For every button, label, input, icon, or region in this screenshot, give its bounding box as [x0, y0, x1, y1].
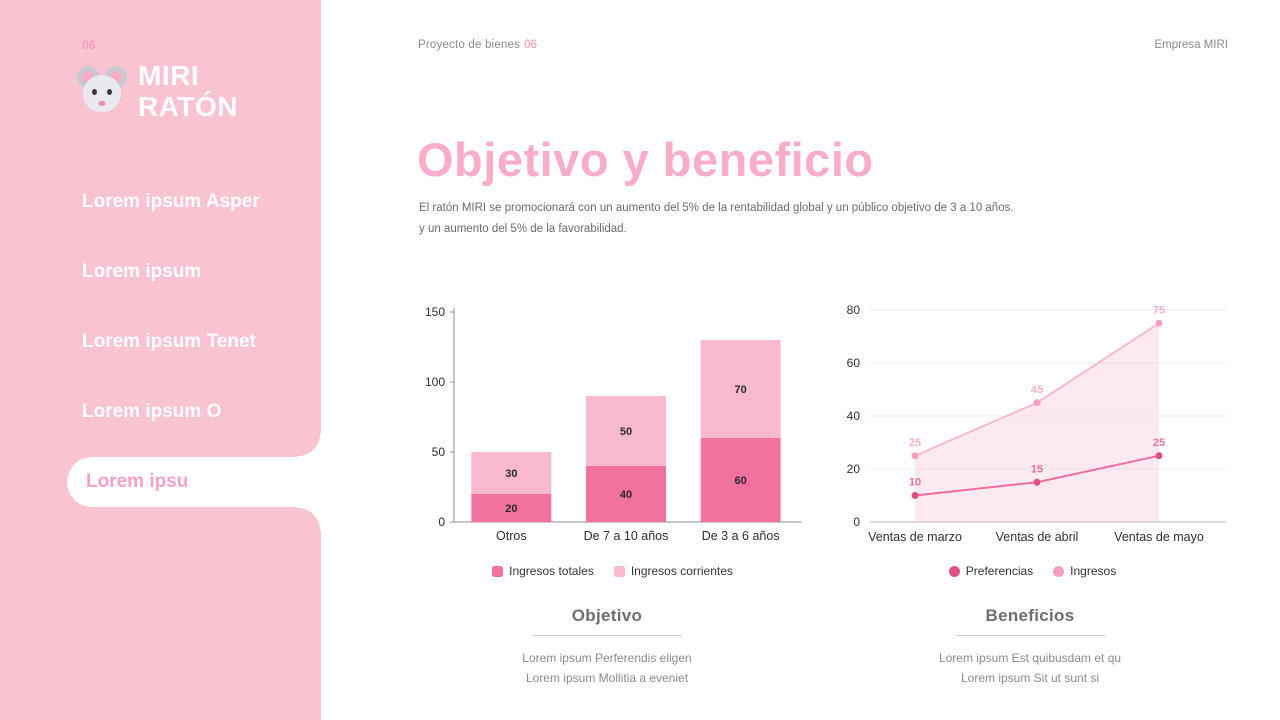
section-body: Lorem ipsum Est quibusdam et qu Lorem ip…: [835, 649, 1225, 689]
data-point: [911, 492, 919, 499]
y-tick-label: 40: [847, 409, 861, 423]
legend-item: Ingresos corrientes: [613, 564, 733, 578]
data-point: [1033, 399, 1041, 407]
y-tick-label: 0: [853, 515, 860, 529]
legend-item: Ingresos: [1053, 564, 1116, 578]
mouse-logo-icon: [76, 66, 128, 116]
intro-line-1: El ratón MIRI se promocionará con un aum…: [419, 202, 1014, 214]
point-value-label: 75: [1153, 304, 1165, 316]
section-line-2: Lorem ipsum Sit ut sunt si: [960, 670, 1100, 685]
point-value-label: 25: [1153, 437, 1165, 449]
y-tick-label: 20: [847, 462, 861, 476]
sidebar-item-label: Lorem ipsum Tenet: [82, 331, 256, 352]
bar-segment: [700, 340, 781, 438]
bar-segment: [471, 452, 552, 494]
bar-chart-legend: Ingresos totales Ingresos corrientes: [420, 564, 805, 578]
sidebar-watermark: 06: [82, 38, 96, 52]
logo-line2: RATÓN: [138, 91, 238, 123]
bar-segment: [700, 438, 781, 522]
x-category-label: Ventas de mayo: [1114, 530, 1204, 544]
legend-item: Preferencias: [948, 564, 1034, 578]
sidebar-item[interactable]: Lorem ipsum Tenet: [0, 317, 321, 367]
sidebar: 06 MIRI RATÓN Lorem ipsum Asper Lorem ips…: [0, 0, 321, 720]
point-value-label: 10: [909, 477, 921, 489]
breadcrumb-label: Proyecto de bienes: [418, 39, 521, 51]
sidebar-item-label: Lorem ipsu: [86, 471, 189, 492]
section-heading: Beneficios: [955, 606, 1105, 636]
legend-marker: [492, 565, 504, 577]
intro-text: El ratón MIRI se promocionará con un aum…: [419, 198, 1199, 239]
legend-marker: [948, 565, 960, 577]
page-title: Objetivo y beneficio: [417, 133, 874, 187]
bar-chart-block: 0 50 100 150 20 30 Otros 40 50 De 7 a 10 años 60 70…: [420, 300, 805, 578]
sidebar-item-label: Lorem ipsum Asper: [82, 191, 260, 212]
bar-segment: [586, 466, 666, 522]
section-heading: Objetivo: [532, 606, 682, 636]
x-category-label: Ventas de marzo: [868, 530, 962, 544]
company-name: Empresa MIRI: [1154, 39, 1229, 51]
sidebar-item-label: Lorem ipsum: [82, 261, 202, 282]
logo-text: MIRI RATÓN: [138, 60, 238, 123]
y-tick-label: 150: [425, 305, 445, 319]
sidebar-menu: Lorem ipsum Asper Lorem ipsum Lorem ipsum …: [0, 177, 321, 531]
legend-marker: [613, 565, 625, 577]
legend-label: Ingresos totales: [509, 564, 594, 578]
y-tick-label: 50: [432, 445, 446, 459]
line-chart: 0 20 40 60 80 25 45 75 10 15 25 Ventas de marzo Vent…: [847, 303, 1226, 544]
page-number: 06: [524, 39, 538, 51]
section-line-1: Lorem ipsum Perferendis eligen: [522, 651, 692, 665]
data-point: [1033, 478, 1041, 486]
area-fill: [915, 323, 1159, 522]
sidebar-item[interactable]: Lorem ipsum O: [0, 387, 321, 437]
breadcrumb: Proyecto de bienes 06: [418, 39, 537, 51]
sidebar-item-active[interactable]: Lorem ipsu: [67, 433, 321, 531]
bar-value-label: 60: [735, 475, 747, 487]
y-tick-label: 60: [847, 356, 861, 370]
section-line-1: Lorem ipsum Est quibusdam et qu: [938, 651, 1122, 665]
line-chart-legend: Preferencias Ingresos: [830, 564, 1235, 578]
sidebar-item[interactable]: Lorem ipsum: [0, 247, 321, 297]
data-point: [1155, 452, 1163, 460]
line-chart-block: 0 20 40 60 80 25 45 75 10 15 25 Ventas de marzo Vent…: [830, 300, 1235, 578]
section-line-2: Lorem ipsum Mollitia a eveniet: [525, 670, 689, 685]
legend-item: Ingresos totales: [492, 564, 594, 578]
legend-label: Ingresos corrientes: [630, 564, 733, 578]
point-value-label: 15: [1031, 463, 1043, 475]
bar-value-label: 20: [505, 503, 517, 515]
bar-value-label: 40: [620, 489, 632, 501]
section-objetivo: Objetivo Lorem ipsum Perferendis eligen …: [417, 606, 797, 689]
x-category-label: Otros: [496, 529, 527, 543]
x-category-label: De 7 a 10 años: [584, 529, 669, 543]
x-category-label: De 3 a 6 años: [702, 529, 780, 543]
point-value-label: 45: [1031, 384, 1043, 396]
sidebar-item-label: Lorem ipsum O: [82, 401, 222, 422]
logo: MIRI RATÓN: [76, 60, 238, 123]
bar-segment: [471, 494, 552, 522]
section-body: Lorem ipsum Perferendis eligen Lorem ips…: [417, 649, 797, 689]
legend-label: Preferencias: [965, 564, 1034, 578]
bar-segment: [586, 396, 666, 466]
bar-value-label: 70: [735, 384, 747, 396]
logo-line1: MIRI: [138, 60, 200, 91]
y-tick-label: 100: [425, 375, 445, 389]
data-point: [911, 452, 919, 460]
point-value-label: 25: [909, 437, 921, 449]
data-point: [1155, 319, 1163, 327]
legend-marker: [1053, 565, 1065, 577]
bar-value-label: 30: [505, 468, 517, 480]
legend-label: Ingresos: [1070, 564, 1117, 578]
stacked-bar-chart: 0 50 100 150 20 30 Otros 40 50 De 7 a 10 años 60 70…: [425, 305, 802, 543]
intro-line-2: y un aumento del 5% de la favorabilidad.: [419, 222, 627, 235]
bar-value-label: 50: [620, 426, 632, 438]
sidebar-item[interactable]: Lorem ipsum Asper: [0, 177, 321, 227]
y-tick-label: 80: [847, 303, 861, 317]
section-beneficios: Beneficios Lorem ipsum Est quibusdam et …: [835, 606, 1225, 689]
y-tick-label: 0: [438, 515, 445, 529]
x-category-label: Ventas de abril: [996, 530, 1079, 544]
